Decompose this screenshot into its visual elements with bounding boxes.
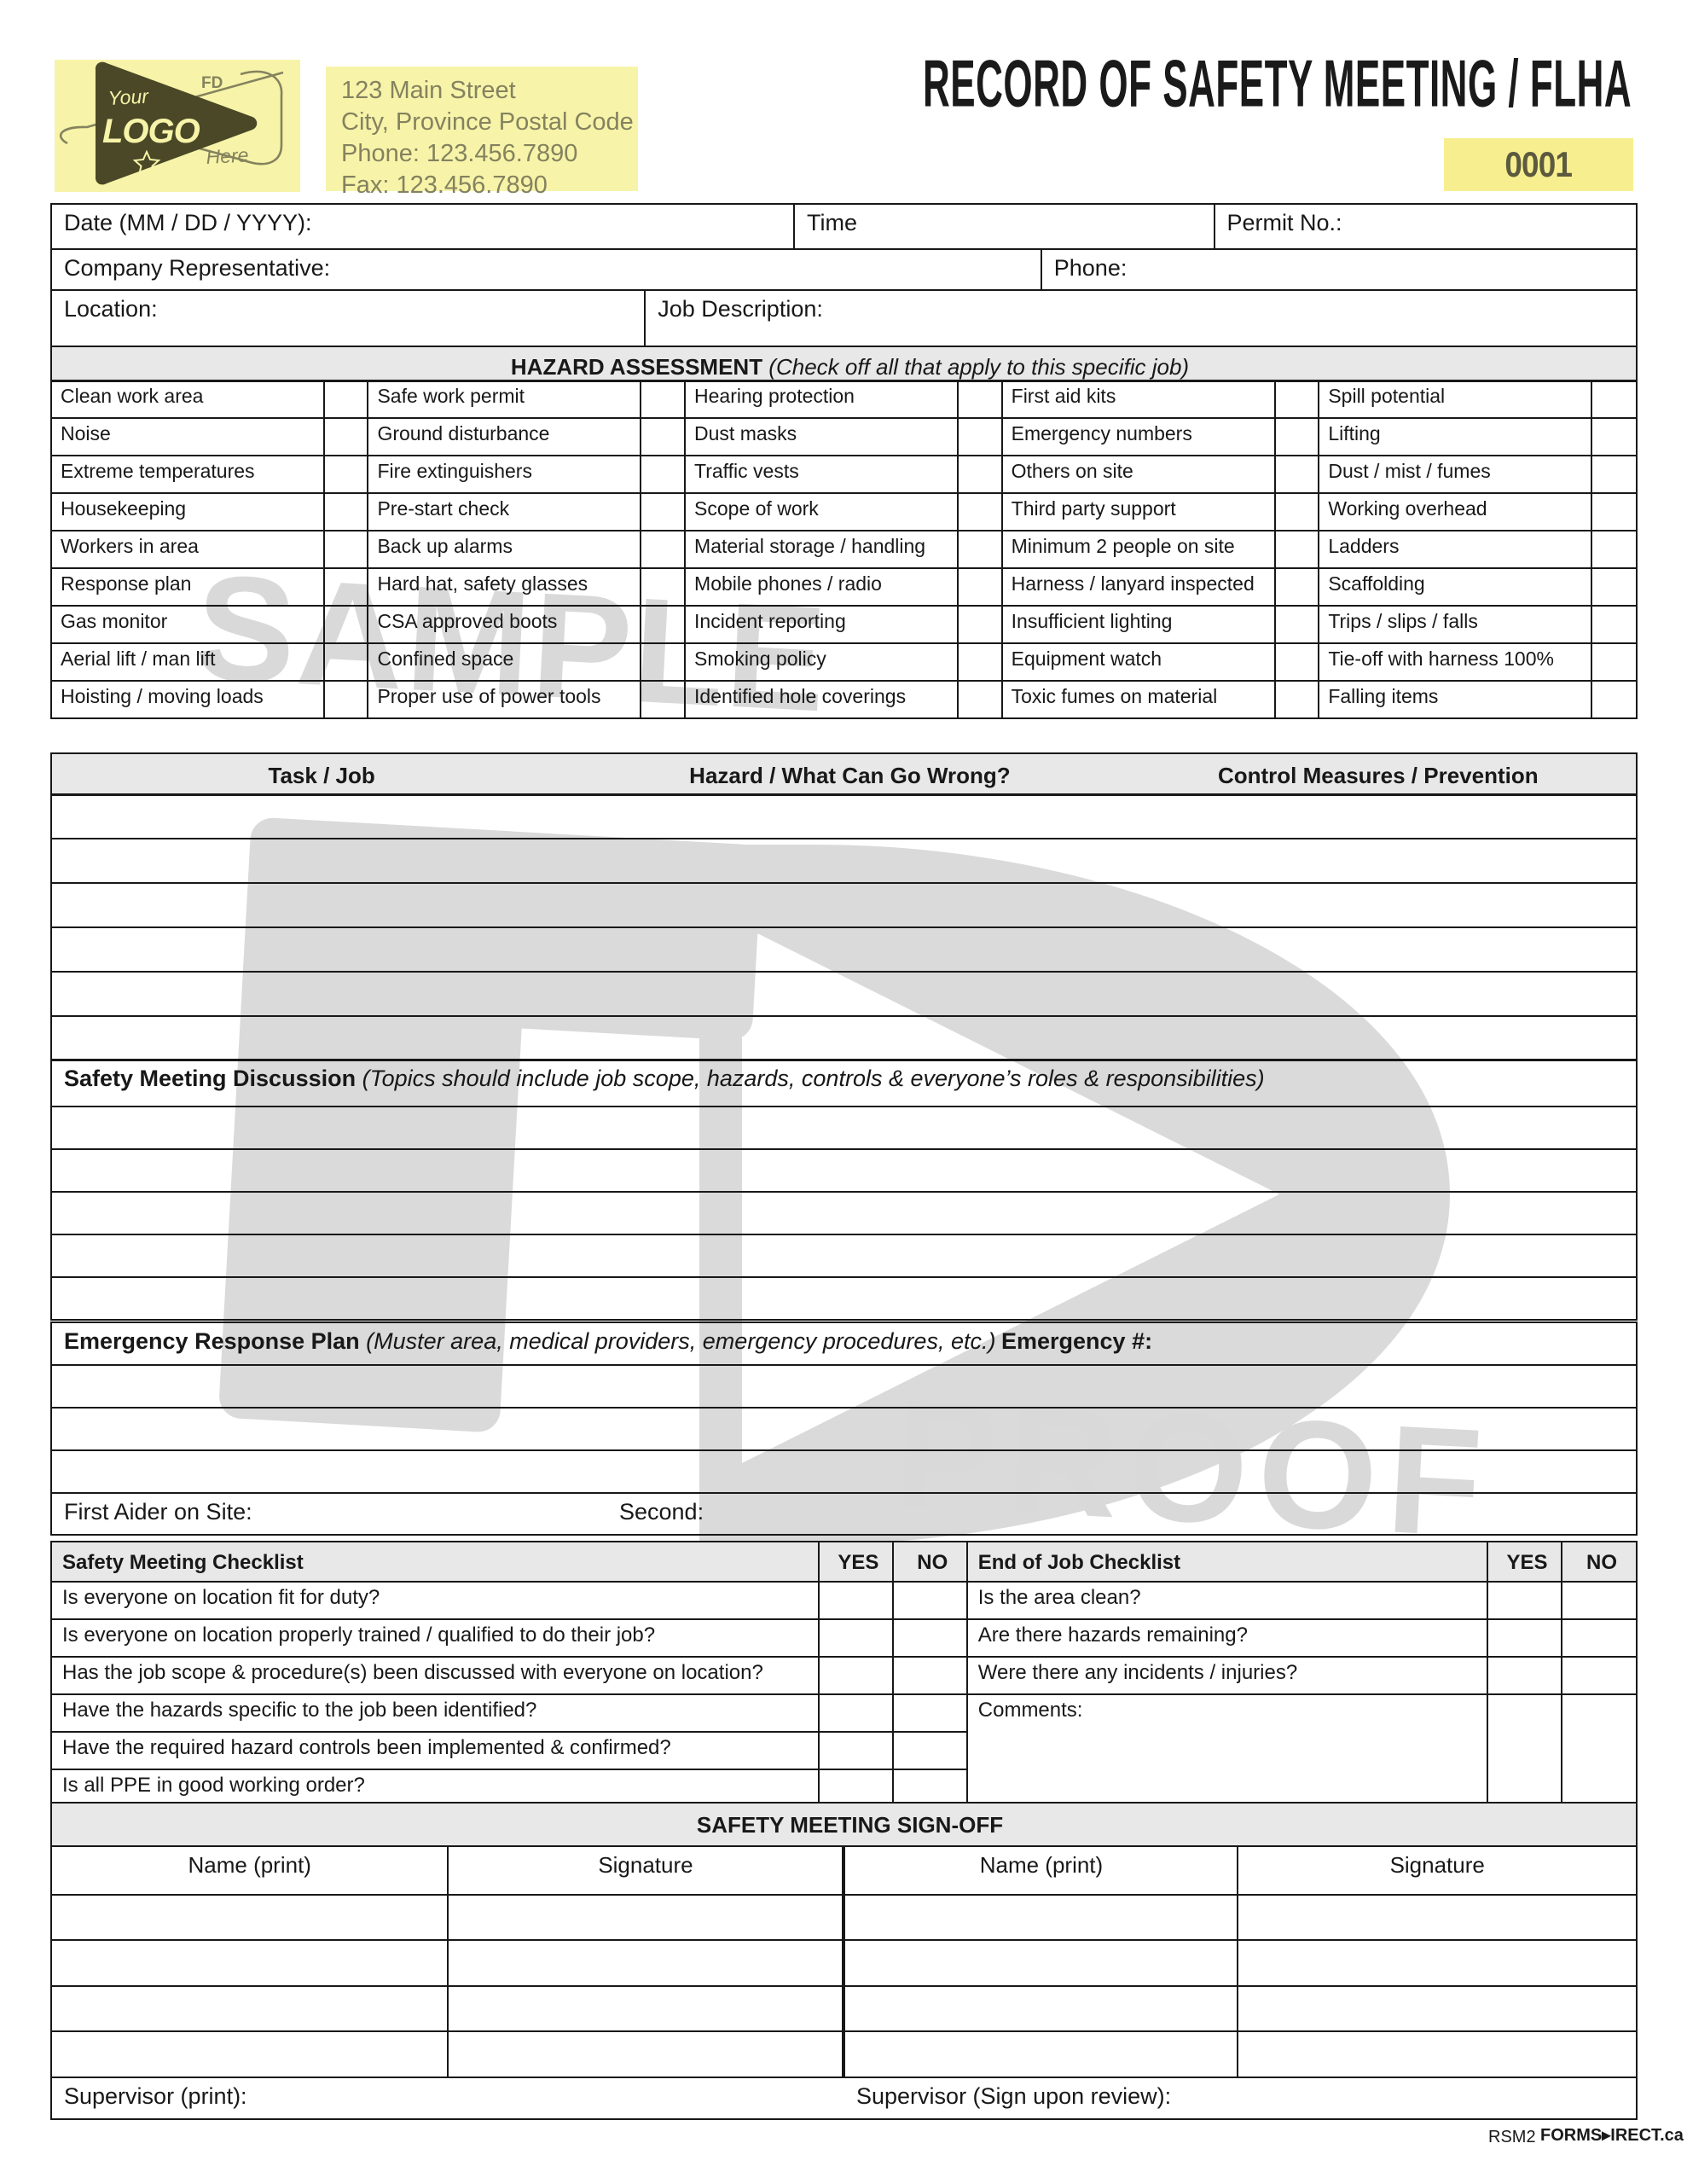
svg-text:FD: FD	[201, 74, 223, 92]
svg-text:LOGO: LOGO	[102, 113, 200, 150]
svg-text:Your: Your	[107, 84, 150, 109]
svg-text:Here: Here	[206, 143, 249, 168]
